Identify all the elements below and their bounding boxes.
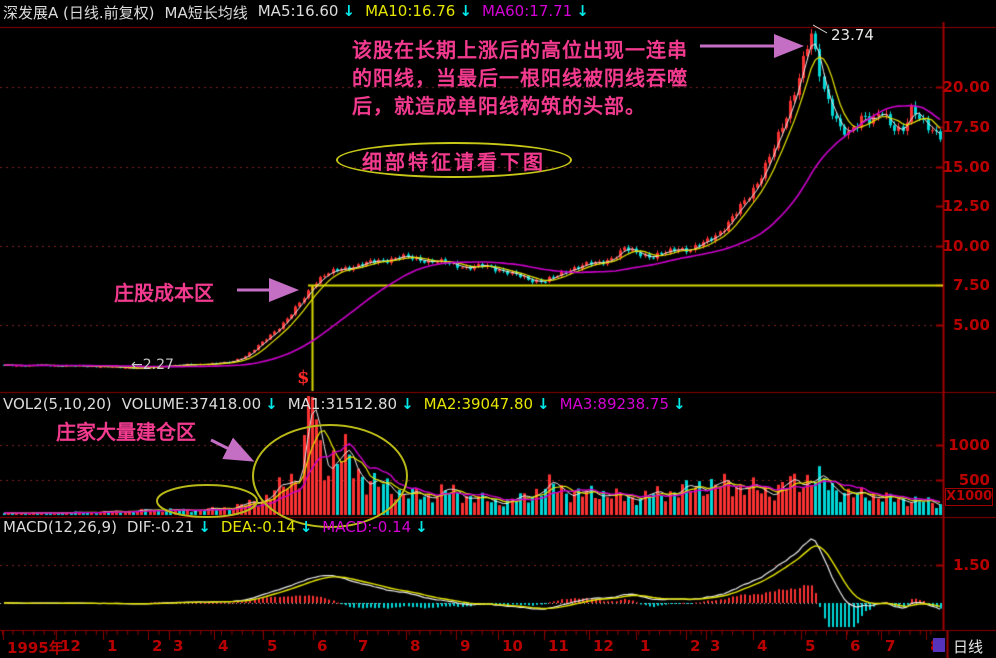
low-price-label: ←2.27 bbox=[131, 357, 174, 373]
month-label: 2 bbox=[152, 637, 163, 655]
down-arrow-icon: ↓ bbox=[459, 2, 472, 20]
price-axis-label: 10.00 bbox=[942, 236, 990, 255]
detail-callout-oval: 细部特征请看下图 bbox=[336, 142, 572, 178]
month-label: 5 bbox=[805, 637, 816, 655]
down-arrow-icon: ↓ bbox=[415, 518, 428, 536]
price-axis-label: 15.00 bbox=[942, 157, 990, 176]
macd-indicator-name: MACD(12,26,9) bbox=[3, 518, 117, 536]
month-label: 4 bbox=[757, 637, 768, 655]
month-label: 8 bbox=[410, 637, 421, 655]
month-label: 7 bbox=[885, 637, 896, 655]
price-axis-label: 7.50 bbox=[952, 276, 990, 295]
dea-value: DEA:-0.14 bbox=[220, 518, 296, 536]
analysis-note-line3: 后，就造成单阳线构筑的头部。 bbox=[352, 94, 646, 118]
ma5-value: MA5:16.60 bbox=[257, 2, 339, 20]
volume-axis-label: 500 bbox=[958, 471, 990, 489]
month-label: 2 bbox=[690, 637, 701, 655]
month-label: 6 bbox=[317, 637, 328, 655]
indicator-name: MA短长均线 bbox=[164, 4, 248, 22]
month-label: 1 bbox=[107, 637, 118, 655]
down-arrow-icon: ↓ bbox=[198, 518, 211, 536]
macd-value: MACD:-0.14 bbox=[322, 518, 412, 536]
volume-ma3-value: MA3:89238.75 bbox=[559, 395, 669, 413]
month-label: 3 bbox=[710, 637, 721, 655]
volume-value: VOLUME:37418.00 bbox=[121, 395, 262, 413]
macd-axis-label: 1.50 bbox=[952, 556, 990, 575]
month-label: 12 bbox=[593, 637, 614, 655]
down-arrow-icon: ↓ bbox=[342, 2, 356, 20]
month-label: 11 bbox=[548, 637, 569, 655]
macd-header: MACD(12,26,9) DIF:-0.21 ↓ DEA:-0.14 ↓ MA… bbox=[3, 518, 428, 536]
volume-indicator-name: VOL2(5,10,20) bbox=[3, 395, 112, 413]
down-arrow-icon: ↓ bbox=[672, 395, 686, 413]
down-arrow-icon: ↓ bbox=[576, 2, 589, 20]
volume-ma1-value: MA1:31512.80 bbox=[287, 395, 398, 413]
month-label: 6 bbox=[850, 637, 861, 655]
month-label: 1995年 bbox=[7, 639, 64, 657]
cost-zone-label: 庄股成本区 bbox=[114, 281, 214, 305]
month-label: 10 bbox=[502, 637, 523, 655]
price-axis-label: 12.50 bbox=[942, 197, 990, 216]
price-axis-label: 17.50 bbox=[942, 118, 990, 136]
month-label: 5 bbox=[267, 637, 278, 655]
ma10-value: MA10:16.76 bbox=[365, 2, 456, 20]
analysis-note-line1: 该股在长期上涨后的高位出现一连串 bbox=[352, 38, 688, 62]
down-arrow-icon: ↓ bbox=[401, 395, 414, 413]
volume-unit-badge: X1000 bbox=[945, 488, 993, 506]
price-axis-label: 5.00 bbox=[952, 316, 990, 334]
chart-header: 深发展A (日线.前复权) MA短长均线 MA5:16.60 ↓ MA10:16… bbox=[3, 2, 589, 23]
analysis-note: 该股在长期上涨后的高位出现一连串 的阳线，当最后一根阳线被阴线吞噬 后，就造成单… bbox=[352, 36, 688, 120]
scroll-position-block[interactable] bbox=[933, 638, 945, 652]
volume-header: VOL2(5,10,20) VOLUME:37418.00 ↓ MA1:3151… bbox=[3, 395, 686, 413]
period-selector[interactable]: 日线 bbox=[953, 638, 984, 656]
stock-title: 深发展A (日线.前复权) bbox=[3, 4, 155, 22]
down-arrow-icon: ↓ bbox=[537, 395, 550, 413]
analysis-note-line2: 的阳线，当最后一根阳线被阴线吞噬 bbox=[352, 66, 688, 90]
money-marker-icon: $ bbox=[297, 367, 310, 388]
month-label: 1 bbox=[640, 637, 651, 655]
month-label: 12 bbox=[60, 637, 81, 655]
ma60-value: MA60:17.71 bbox=[481, 2, 573, 20]
peak-price-label: 23.74 bbox=[831, 26, 874, 44]
month-label: 3 bbox=[173, 637, 184, 655]
detail-callout-text: 细部特征请看下图 bbox=[362, 149, 546, 174]
price-axis-label: 20.00 bbox=[942, 78, 990, 97]
accumulation-zone-label: 庄家大量建仓区 bbox=[56, 420, 196, 444]
month-label: 7 bbox=[358, 637, 369, 655]
down-arrow-icon: ↓ bbox=[265, 395, 278, 413]
month-label: 4 bbox=[218, 637, 229, 655]
month-label: 9 bbox=[460, 637, 471, 655]
volume-axis-label: 1000 bbox=[948, 436, 990, 454]
down-arrow-icon: ↓ bbox=[299, 518, 313, 536]
volume-ma2-value: MA2:39047.80 bbox=[423, 395, 534, 413]
dif-value: DIF:-0.21 bbox=[126, 518, 195, 536]
